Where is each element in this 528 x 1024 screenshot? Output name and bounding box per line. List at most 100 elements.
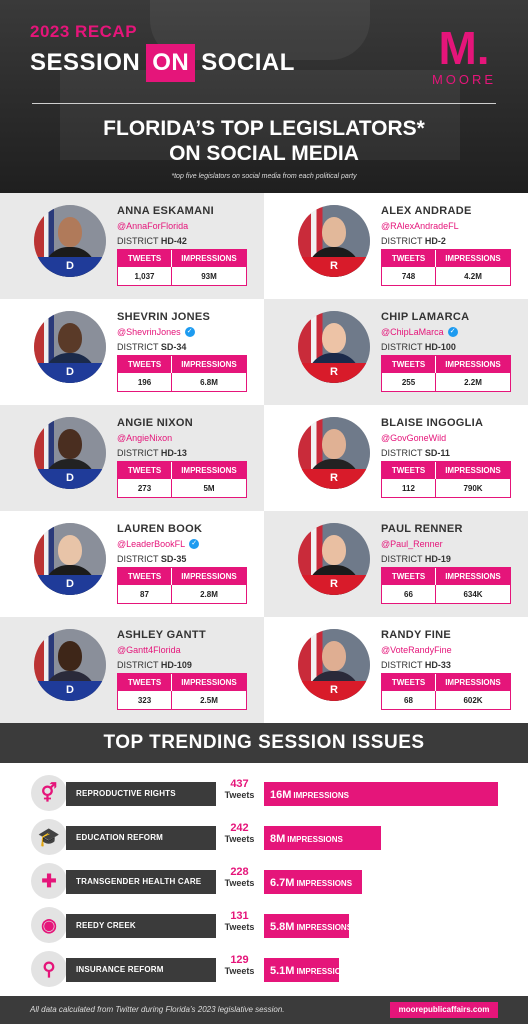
portrait-photo: R [298, 629, 370, 701]
legislator-card: D LAUREN BOOK @LeaderBookFL ✓ DISTRICT SD-35… [0, 511, 264, 617]
tweet-count: 131 [230, 910, 249, 922]
district-label: DISTRICT [381, 448, 423, 458]
twitter-handle[interactable]: @VoteRandyFine [381, 645, 452, 655]
handle-text[interactable]: @ChipLaMarca [381, 327, 444, 337]
impressions-bar: 5.8M IMPRESSIONS [264, 914, 353, 938]
verified-check-icon: ✓ [447, 327, 458, 337]
party-badge: D [34, 363, 106, 383]
impressions-bar: 5.1M IMPRESSIONS [264, 958, 352, 982]
party-badge: D [34, 469, 106, 489]
impressions-header: IMPRESSIONS [445, 466, 501, 475]
impressions-amount: 5.1M [270, 965, 295, 977]
impressions-header: IMPRESSIONS [445, 572, 501, 581]
stats-table: TWEETS IMPRESSIONS 112 790K [381, 461, 511, 498]
impressions-label: IMPRESSIONS [287, 835, 343, 844]
twitter-handle[interactable]: @ShevrinJones ✓ [117, 327, 195, 337]
stats-table: TWEETS IMPRESSIONS 323 2.5M [117, 673, 247, 710]
trending-issue-row: ◉ REEDY CREEK 131 Tweets 5.8M IMPRESSIONS [0, 907, 528, 947]
twitter-handle[interactable]: @ChipLaMarca ✓ [381, 327, 458, 337]
impressions-amount: 16M [270, 789, 292, 801]
stats-table: TWEETS IMPRESSIONS 66 634K [381, 567, 511, 604]
tweets-value: 748 [382, 267, 436, 285]
district-line: DISTRICT HD-42 [117, 236, 187, 246]
issue-label: INSURANCE REFORM [66, 958, 216, 982]
district-line: DISTRICT HD-19 [381, 554, 451, 564]
district-label: DISTRICT [117, 660, 159, 670]
legislator-name: LAUREN BOOK [117, 523, 203, 535]
district-value: SD-11 [424, 448, 450, 458]
handle-text[interactable]: @VoteRandyFine [381, 645, 452, 655]
medical-cross-icon: ✚ [31, 863, 67, 899]
district-label: DISTRICT [381, 236, 423, 246]
tweets-header: TWEETS [118, 250, 172, 267]
district-label: DISTRICT [381, 660, 423, 670]
party-badge: R [298, 575, 370, 595]
district-value: HD-42 [160, 236, 187, 246]
tweets-value: 1,037 [118, 267, 172, 285]
impressions-header: IMPRESSIONS [445, 360, 501, 369]
twitter-handle[interactable]: @AnnaForFlorida [117, 221, 188, 231]
twitter-handle[interactable]: @LeaderBookFL ✓ [117, 539, 200, 549]
district-label: DISTRICT [117, 342, 159, 352]
tweet-count: 129 [230, 954, 249, 966]
impressions-header: IMPRESSIONS [181, 466, 237, 475]
twitter-handle[interactable]: @Paul_Renner [381, 539, 443, 549]
impressions-value: 634K [463, 589, 483, 599]
legislator-card: R PAUL RENNER @Paul_Renner DISTRICT HD-19 TW… [264, 511, 528, 617]
impressions-label: IMPRESSIONS [296, 923, 353, 932]
website-link[interactable]: moorepublicaffairs.com [390, 1002, 498, 1018]
legislator-card: R ALEX ANDRADE @RAlexAndradeFL DISTRICT HD-… [264, 193, 528, 299]
tweets-header: TWEETS [118, 674, 172, 691]
twitter-handle[interactable]: @Gantt4Florida [117, 645, 181, 655]
handle-text[interactable]: @LeaderBookFL [117, 539, 186, 549]
district-value: HD-100 [424, 342, 456, 352]
district-value: HD-2 [424, 236, 446, 246]
tweet-count: 242 [230, 822, 249, 834]
district-line: DISTRICT HD-100 [381, 342, 456, 352]
legislator-name: ANNA ESKAMANI [117, 205, 214, 217]
twitter-handle[interactable]: @GovGoneWild [381, 433, 446, 443]
logo-name: MOORE [431, 72, 497, 87]
legislator-card: R RANDY FINE @VoteRandyFine DISTRICT HD-33 T… [264, 617, 528, 723]
divider [32, 103, 496, 104]
twitter-handle[interactable]: @AngieNixon [117, 433, 172, 443]
issue-tweets: 129 Tweets [217, 955, 262, 977]
handle-text[interactable]: @Paul_Renner [381, 539, 443, 549]
handle-text[interactable]: @AngieNixon [117, 433, 173, 443]
portrait-photo: D [34, 205, 106, 277]
tweets-value: 273 [118, 479, 172, 497]
stats-table: TWEETS IMPRESSIONS 196 6.8M [117, 355, 247, 392]
title-line-2: ON SOCIAL MEDIA [169, 142, 359, 165]
stats-table: TWEETS IMPRESSIONS 87 2.8M [117, 567, 247, 604]
title-line-1: FLORIDA’S TOP LEGISLATORS* [103, 117, 425, 140]
handle-text[interactable]: @AnnaForFlorida [117, 221, 189, 231]
legislator-name: ANGIE NIXON [117, 417, 194, 429]
issue-tweets: 228 Tweets [217, 867, 262, 889]
tweets-label: Tweets [224, 922, 255, 932]
party-badge: R [298, 469, 370, 489]
district-value: SD-34 [160, 342, 187, 352]
logo-mark: M. [438, 22, 490, 74]
impressions-bar: 6.7M IMPRESSIONS [264, 870, 362, 894]
handle-text[interactable]: @RAlexAndradeFL [381, 221, 459, 231]
impressions-value: 4.2M [464, 271, 482, 281]
twitter-handle[interactable]: @RAlexAndradeFL [381, 221, 459, 231]
impressions-amount: 6.7M [270, 877, 295, 889]
impressions-value: 2.2M [464, 377, 482, 387]
portrait-photo: R [298, 205, 370, 277]
tweets-value: 323 [118, 691, 172, 709]
district-line: DISTRICT HD-2 [381, 236, 446, 246]
district-value: HD-109 [160, 660, 192, 670]
portrait-photo: D [34, 311, 106, 383]
graduation-cap-icon: 🎓 [31, 819, 67, 855]
legislator-card: D ANNA ESKAMANI @AnnaForFlorida DISTRICT HD… [0, 193, 264, 299]
portrait-photo: R [298, 417, 370, 489]
session-on-social-title: SESSION ON SOCIAL [30, 44, 295, 82]
session-word: SESSION [30, 49, 141, 76]
handle-text[interactable]: @Gantt4Florida [117, 645, 181, 655]
stats-table: TWEETS IMPRESSIONS 68 602K [381, 673, 511, 710]
impressions-value: 790K [463, 483, 483, 493]
handle-text[interactable]: @GovGoneWild [381, 433, 447, 443]
handle-text[interactable]: @ShevrinJones [117, 327, 181, 337]
stats-table: TWEETS IMPRESSIONS 255 2.2M [381, 355, 511, 392]
